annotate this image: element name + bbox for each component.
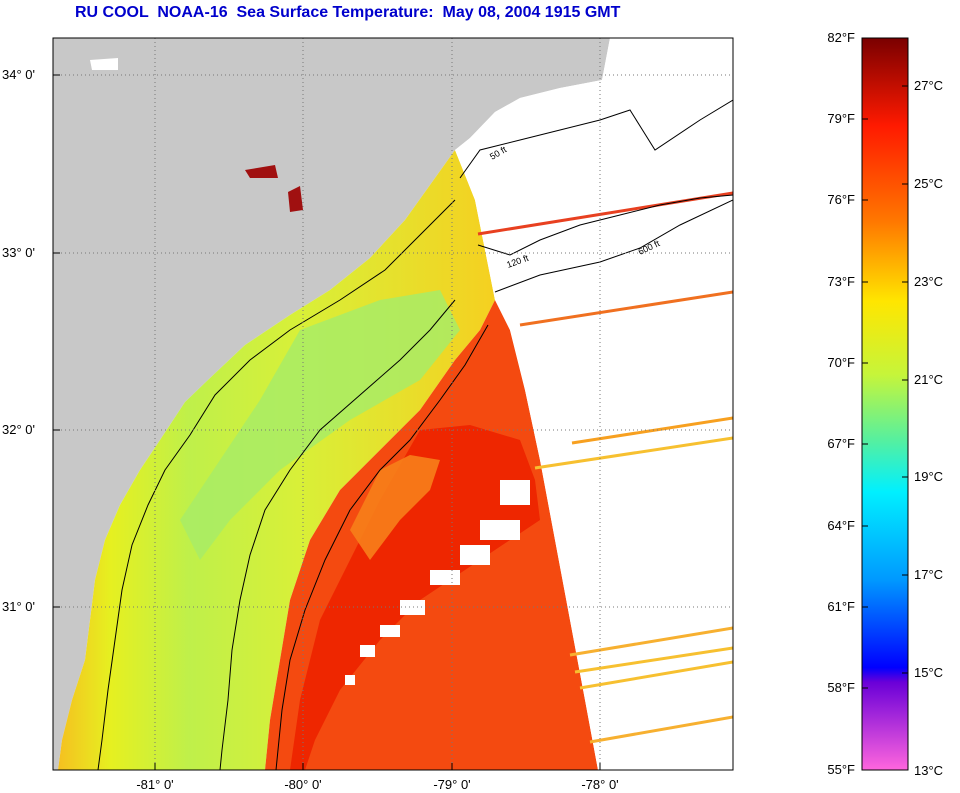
map-border [52,37,734,771]
colorbar-f-label: 82°F [827,30,855,45]
land-mass [53,38,610,770]
colorbar-f-label: 67°F [827,436,855,451]
colorbar-c-label: 25°C [914,176,943,191]
inland-lake [288,186,303,212]
contour-600ft [275,199,733,770]
lat-label: 34° 0' [2,67,35,82]
sst-cool-patch [180,290,460,560]
map-gridlines [53,38,733,770]
sst-gulf-stream-core [290,425,540,770]
no-data-swath [475,195,733,770]
sst-warm-filament [350,455,440,560]
colorbar-celsius-labels: 27°C 25°C 23°C 21°C 19°C 17°C 15°C 13°C [914,78,943,778]
cloud-mask [345,480,530,685]
inland-lake [245,165,278,178]
colorbar-ticks [862,85,908,689]
colorbar-f-label: 73°F [827,274,855,289]
lon-label: -79° 0' [433,777,470,792]
axis-ticks [53,74,601,770]
colorbar-f-label: 76°F [827,192,855,207]
colorbar-c-label: 13°C [914,763,943,778]
colorbar-f-label: 55°F [827,762,855,777]
colorbar-c-label: 27°C [914,78,943,93]
contour-50ft [97,99,733,770]
colorbar-c-label: 23°C [914,274,943,289]
lat-label: 32° 0' [2,422,35,437]
lat-label: 31° 0' [2,599,35,614]
colorbar-f-label: 64°F [827,518,855,533]
lon-label: -80° 0' [284,777,321,792]
lon-label: -81° 0' [136,777,173,792]
colorbar-c-label: 19°C [914,469,943,484]
depth-contours [97,99,733,770]
lat-label: 33° 0' [2,245,35,260]
colorbar-c-label: 15°C [914,665,943,680]
colorbar-f-label: 70°F [827,355,855,370]
lon-label: -78° 0' [581,777,618,792]
inland-lake [90,58,118,70]
colorbar-fahrenheit-labels: 82°F 79°F 76°F 73°F 70°F 67°F 64°F 61°F … [827,30,855,777]
colorbar-f-label: 61°F [827,599,855,614]
colorbar-f-label: 58°F [827,680,855,695]
colorbar-c-label: 21°C [914,372,943,387]
scan-streaks [477,191,733,744]
no-data-ne [455,38,733,200]
colorbar-c-label: 17°C [914,567,943,582]
colorbar-f-label: 79°F [827,111,855,126]
map-title: RU COOL NOAA-16 Sea Surface Temperature:… [75,4,621,21]
colorbar [861,37,909,771]
map-content [53,38,733,770]
contour-120ft [219,194,733,770]
